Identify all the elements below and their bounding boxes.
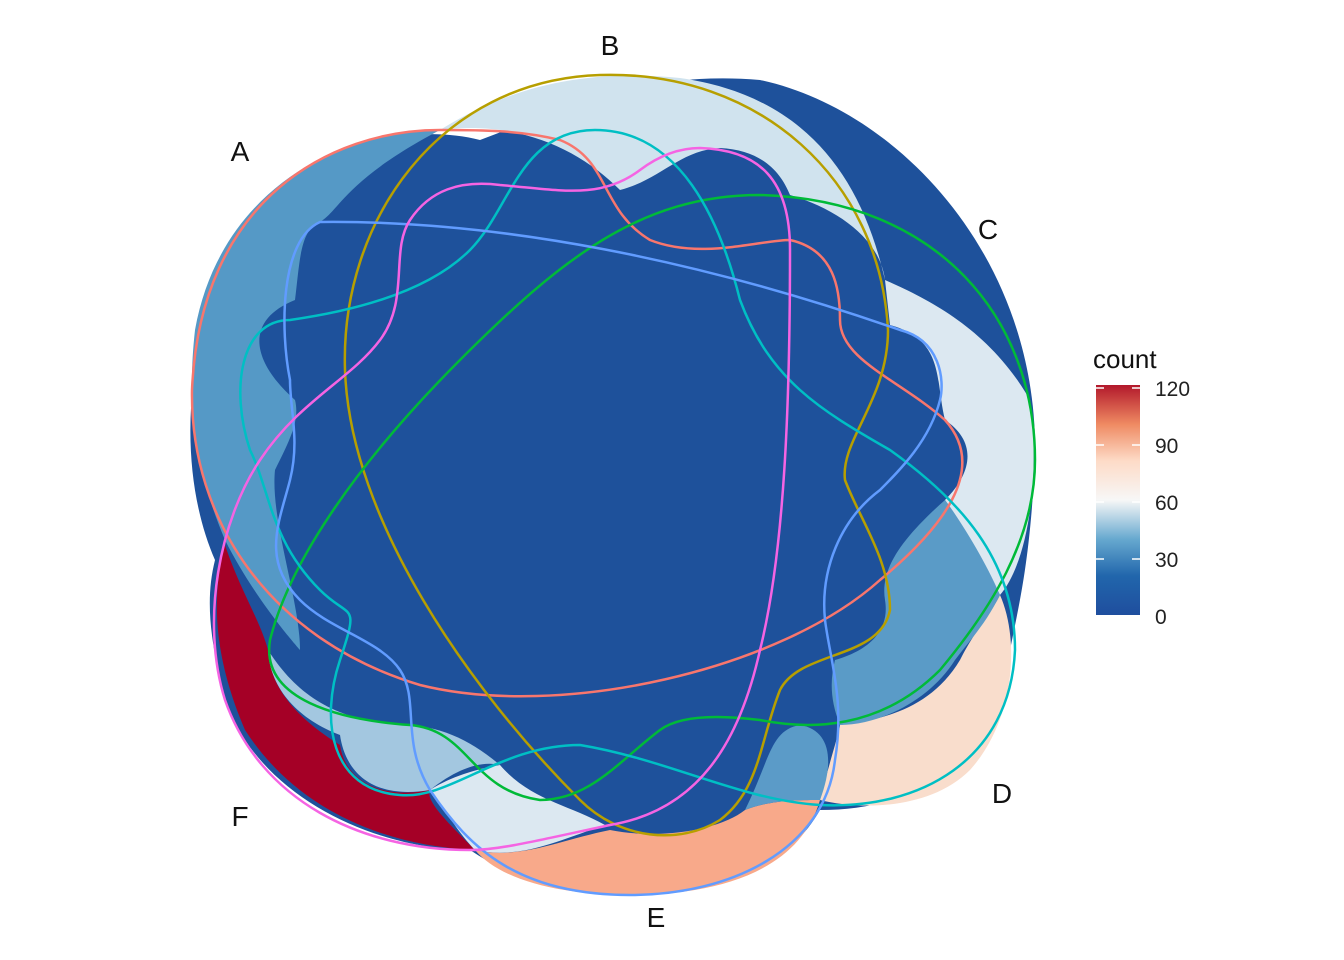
region-cd <box>831 500 1000 725</box>
set-b-outline <box>343 73 892 837</box>
legend-colorbar <box>1096 385 1140 615</box>
region-e-light <box>430 765 605 853</box>
set-label-c: C <box>978 214 998 245</box>
legend-ticks: 120 90 60 30 0 <box>1096 378 1190 629</box>
set-label-d: D <box>992 778 1012 809</box>
legend-tick-label: 60 <box>1155 492 1178 515</box>
set-c-outline <box>267 193 1037 802</box>
legend: count 120 90 60 30 0 <box>1093 344 1190 629</box>
venn-outlines <box>190 73 1037 897</box>
region-c <box>885 280 1034 595</box>
region-de <box>745 725 829 810</box>
region-f <box>216 545 475 850</box>
legend-tick-label: 30 <box>1155 549 1178 572</box>
set-label-e: E <box>647 902 666 933</box>
region-ef <box>268 650 500 792</box>
region-e <box>475 800 820 895</box>
set-label-b: B <box>601 30 620 61</box>
legend-title: count <box>1093 344 1157 374</box>
region-d <box>820 595 1012 806</box>
set-label-f: F <box>231 801 248 832</box>
set-d-outline <box>239 128 1017 807</box>
region-core <box>190 78 1036 895</box>
region-b <box>440 75 885 280</box>
legend-tick-label: 90 <box>1155 435 1178 458</box>
set-f-outline <box>212 146 792 852</box>
region-a <box>191 130 440 650</box>
set-a-outline <box>190 128 964 698</box>
legend-tick-label: 120 <box>1155 378 1190 401</box>
set-label-a: A <box>231 136 250 167</box>
set-e-outline <box>274 220 943 897</box>
legend-tick-label: 0 <box>1155 606 1167 629</box>
venn-fills <box>190 75 1036 895</box>
set-labels: A B C D E F <box>231 30 1012 933</box>
